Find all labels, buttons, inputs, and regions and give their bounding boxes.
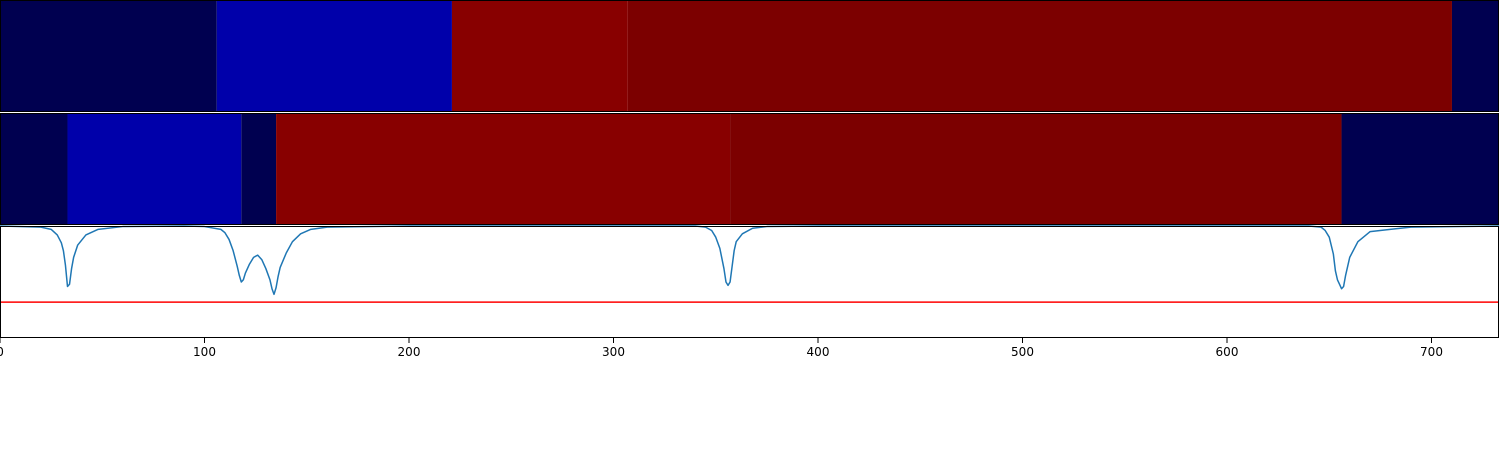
heatmap-1-segment-2 xyxy=(216,0,452,112)
heatmap-2-segment-5 xyxy=(730,113,1342,225)
x-tick-label-200: 200 xyxy=(398,345,421,359)
x-tick-label-400: 400 xyxy=(807,345,830,359)
heatmap-1-segment-1 xyxy=(0,0,217,112)
heatmap-2-segment-4 xyxy=(276,113,731,225)
line-series-1 xyxy=(0,225,1500,296)
heatmap-1-segment-5 xyxy=(1451,0,1499,112)
heatmap-1-segment-4 xyxy=(627,0,1452,112)
heatmap-1-segment-3 xyxy=(451,0,628,112)
heatmap-2-segment-2 xyxy=(67,113,242,225)
panel-3-frame xyxy=(0,226,1499,338)
x-tick-label-600: 600 xyxy=(1216,345,1239,359)
x-tick-label-100: 100 xyxy=(193,345,216,359)
heatmap-2-segment-1 xyxy=(0,113,68,225)
heatmap-2-segment-6 xyxy=(1341,113,1499,225)
x-tick-label-300: 300 xyxy=(602,345,625,359)
heatmap-2-segment-3 xyxy=(241,113,277,225)
x-tick-label-500: 500 xyxy=(1011,345,1034,359)
x-tick-label-700: 700 xyxy=(1420,345,1443,359)
panel-1-frame xyxy=(0,0,1499,112)
panel-2-frame xyxy=(0,113,1499,225)
x-tick-label-0: 0 xyxy=(0,345,4,359)
